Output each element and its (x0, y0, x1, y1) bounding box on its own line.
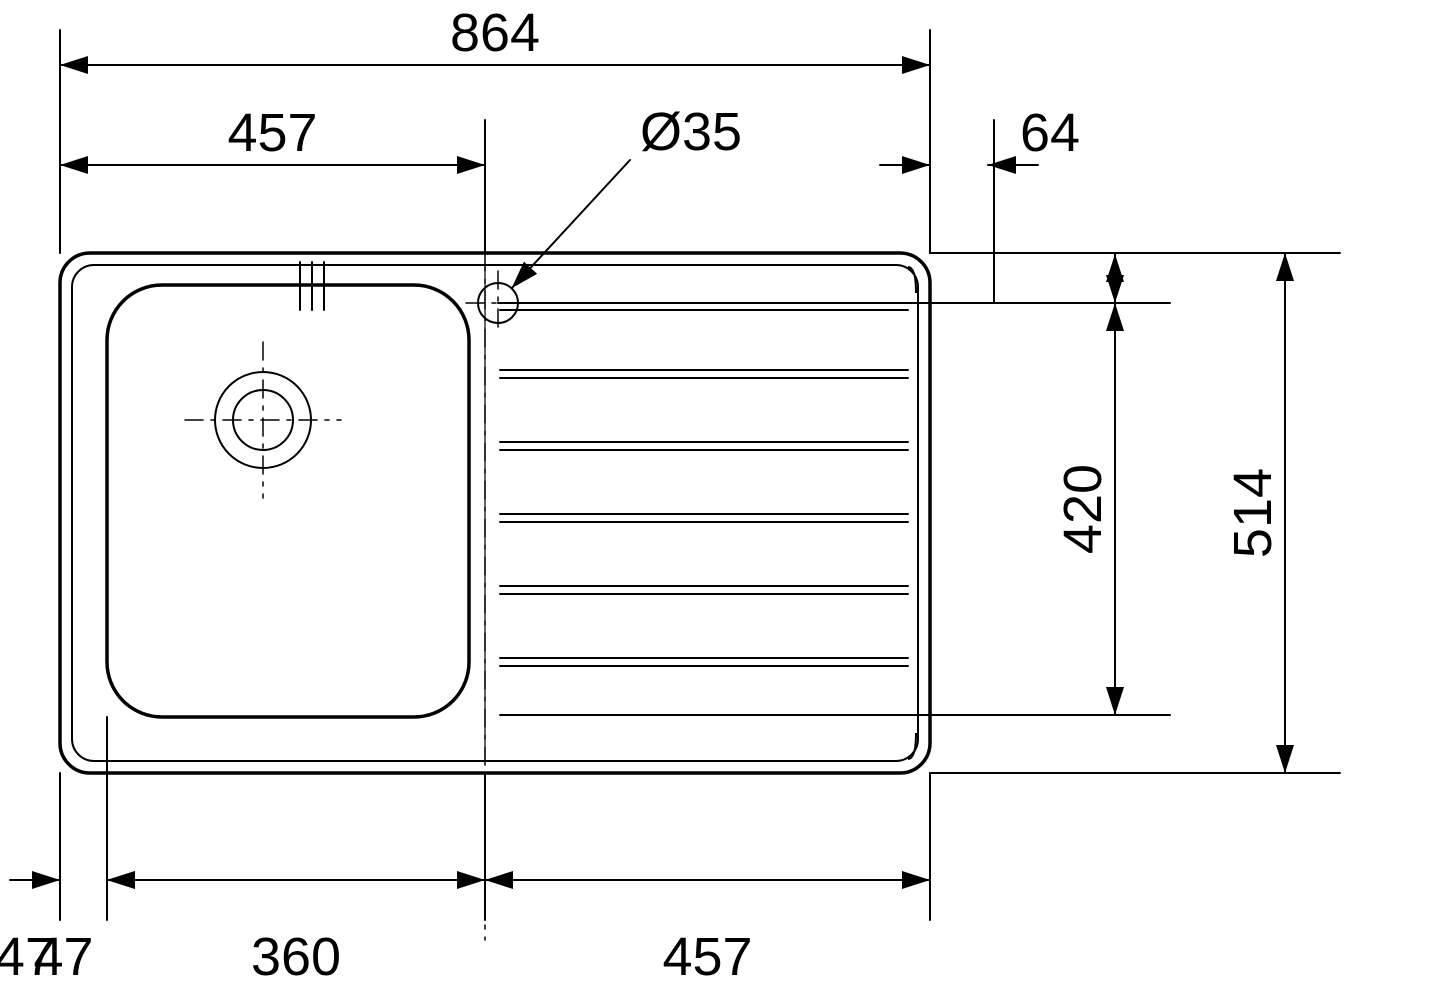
svg-text:457: 457 (662, 927, 752, 987)
svg-text:47: 47 (33, 927, 93, 987)
svg-text:420: 420 (1053, 464, 1113, 554)
svg-text:864: 864 (450, 3, 540, 63)
svg-text:360: 360 (251, 927, 341, 987)
svg-text:Ø35: Ø35 (640, 102, 742, 162)
svg-text:514: 514 (1223, 468, 1283, 558)
svg-text:457: 457 (227, 103, 317, 163)
technical-drawing: 864457Ø35645144204736045747 (0, 0, 1445, 1006)
svg-text:64: 64 (1020, 103, 1080, 163)
